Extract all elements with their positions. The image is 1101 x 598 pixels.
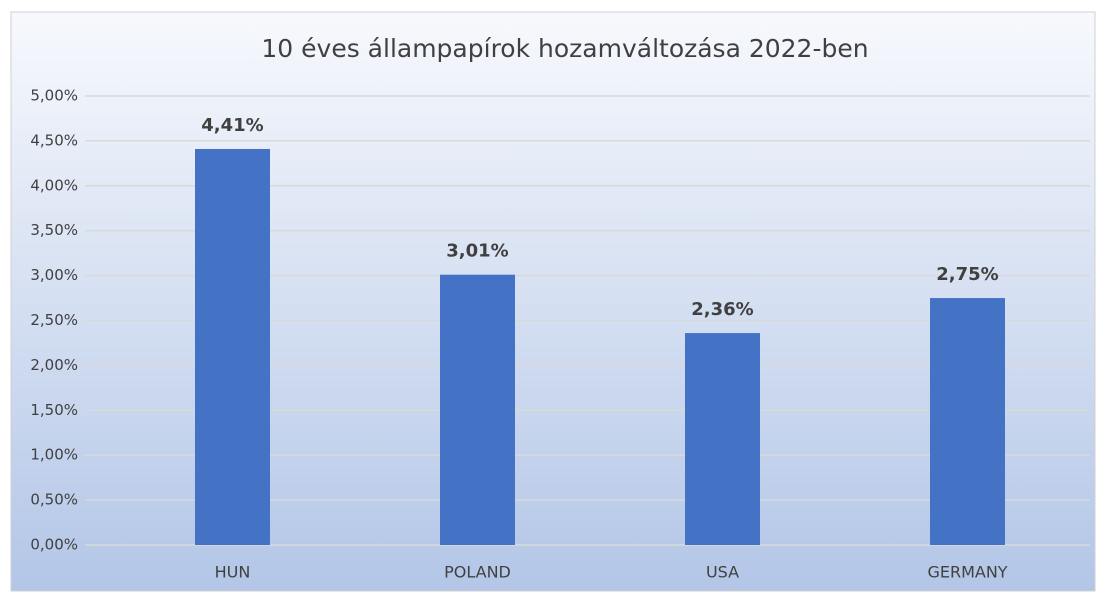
y-tick-label: 2,50% (30, 311, 78, 329)
bar (685, 333, 760, 545)
x-tick-label: HUN (215, 563, 251, 582)
bar (195, 148, 270, 545)
bar (930, 298, 1005, 545)
y-tick-label: 3,50% (30, 221, 78, 239)
y-tick-label: 0,50% (30, 491, 78, 509)
data-label: 2,75% (936, 264, 998, 285)
data-label: 2,36% (691, 299, 753, 320)
data-label: 3,01% (446, 241, 508, 262)
bar (440, 274, 515, 545)
chart-title: 10 éves állampapírok hozamváltozása 2022… (261, 34, 868, 63)
x-tick-label: POLAND (444, 563, 511, 582)
y-tick-label: 4,00% (30, 176, 78, 194)
y-tick-label: 3,00% (30, 266, 78, 284)
y-tick-label: 5,00% (30, 87, 78, 105)
chart-background (10, 11, 1096, 592)
y-tick-label: 1,00% (30, 446, 78, 464)
y-tick-label: 1,50% (30, 401, 78, 419)
data-label: 4,41% (201, 115, 263, 136)
x-tick-label: USA (706, 563, 739, 582)
y-tick-label: 0,00% (30, 536, 78, 554)
y-tick-label: 4,50% (30, 131, 78, 149)
x-tick-label: GERMANY (927, 563, 1007, 582)
y-tick-label: 2,00% (30, 356, 78, 374)
